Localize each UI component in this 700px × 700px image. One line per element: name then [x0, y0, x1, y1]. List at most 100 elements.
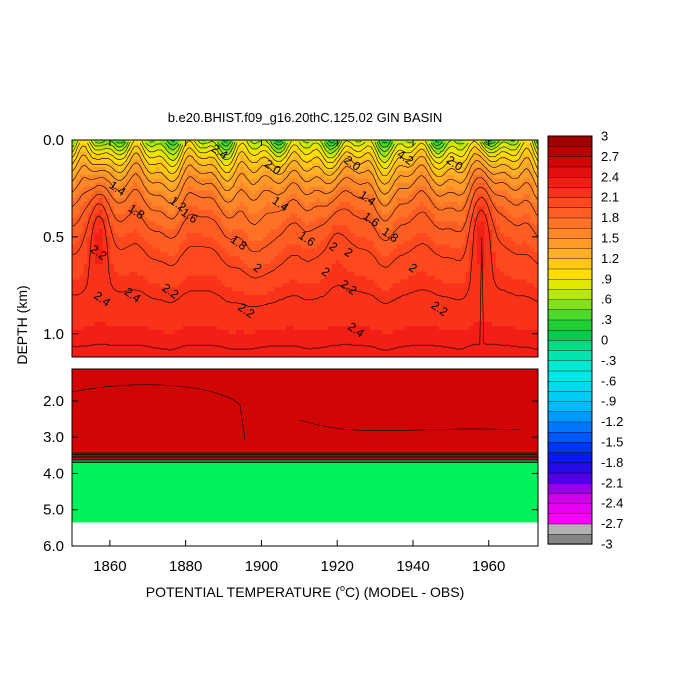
field-cell [175, 318, 180, 323]
field-cell [389, 329, 394, 335]
field-cell [369, 302, 375, 308]
field-cell [255, 264, 260, 269]
field-cell [262, 314, 268, 319]
field-cell [110, 140, 115, 145]
field-cell [72, 202, 77, 207]
field-cell [373, 190, 379, 195]
field-cell [262, 240, 268, 246]
field-cell [167, 209, 172, 215]
field-cell [136, 256, 142, 261]
field-cell [121, 264, 126, 269]
field-cell [385, 326, 390, 331]
field-cell [331, 337, 337, 343]
field-cell [133, 337, 138, 343]
field-cell [110, 151, 115, 157]
field-cell [91, 349, 96, 354]
field-cell [87, 143, 92, 149]
field-cell [316, 275, 321, 281]
field-cell [110, 190, 115, 195]
field-cell [331, 190, 337, 195]
field-cell [236, 267, 241, 273]
field-cell [301, 240, 306, 246]
field-cell [240, 252, 245, 257]
field-cell [377, 256, 382, 261]
field-cell [148, 225, 153, 230]
field-cell [400, 298, 405, 304]
field-cell [148, 221, 153, 226]
field-cell [159, 236, 165, 242]
field-cell [152, 283, 157, 288]
field-cell [278, 221, 283, 226]
field-cell [400, 353, 405, 357]
field-cell [148, 182, 153, 188]
field-cell [335, 190, 340, 195]
field-cell [301, 155, 306, 160]
field-cell [205, 322, 211, 327]
field-cell [362, 349, 367, 354]
field-cell [381, 248, 386, 253]
field-cell [385, 198, 390, 203]
field-cell [125, 140, 130, 145]
field-cell [133, 306, 138, 312]
field-cell [114, 318, 119, 323]
field-cell [75, 310, 81, 315]
field-cell [186, 140, 191, 145]
field-cell [91, 298, 96, 304]
field-cell [201, 167, 207, 172]
field-cell [205, 298, 211, 304]
field-cell [308, 310, 314, 315]
field-cell [98, 233, 104, 238]
field-cell [259, 155, 264, 160]
field-cell [236, 260, 241, 265]
field-cell [335, 349, 340, 354]
field-cell [411, 182, 417, 188]
field-cell [140, 236, 146, 242]
field-cell [125, 333, 130, 339]
field-cell [366, 213, 371, 219]
field-cell [285, 295, 291, 300]
field-cell [389, 291, 394, 296]
field-cell [205, 209, 211, 215]
field-cell [255, 310, 260, 315]
field-cell [75, 140, 81, 145]
field-cell [278, 314, 283, 319]
field-cell [392, 209, 398, 215]
field-cell [278, 310, 283, 315]
field-cell [327, 167, 333, 172]
field-cell [278, 143, 283, 149]
field-cell [327, 217, 333, 222]
field-cell [194, 318, 199, 323]
field-cell [224, 337, 230, 343]
field-cell [350, 341, 356, 346]
field-cell [117, 178, 123, 184]
field-cell [320, 155, 325, 160]
field-cell [213, 337, 218, 343]
field-cell [102, 267, 107, 273]
field-cell [171, 310, 176, 315]
field-cell [156, 267, 161, 273]
field-cell [201, 186, 207, 191]
field-cell [278, 171, 283, 176]
field-cell [389, 171, 394, 176]
field-cell [293, 256, 298, 261]
field-cell [236, 182, 241, 188]
field-cell [366, 140, 371, 145]
field-cell [247, 252, 253, 257]
field-cell [377, 264, 382, 269]
field-cell [159, 295, 165, 300]
field-cell [301, 194, 306, 199]
field-cell [114, 221, 119, 226]
field-cell [320, 337, 325, 343]
field-cell [129, 147, 134, 153]
field-cell [152, 322, 157, 327]
field-cell [278, 349, 283, 354]
field-cell [156, 233, 161, 238]
field-cell [213, 182, 218, 188]
field-cell [293, 244, 298, 250]
field-cell [228, 279, 233, 284]
field-cell [129, 174, 134, 180]
field-cell [243, 151, 249, 157]
field-cell [213, 178, 218, 184]
field-cell [72, 248, 77, 253]
field-cell [274, 275, 279, 281]
